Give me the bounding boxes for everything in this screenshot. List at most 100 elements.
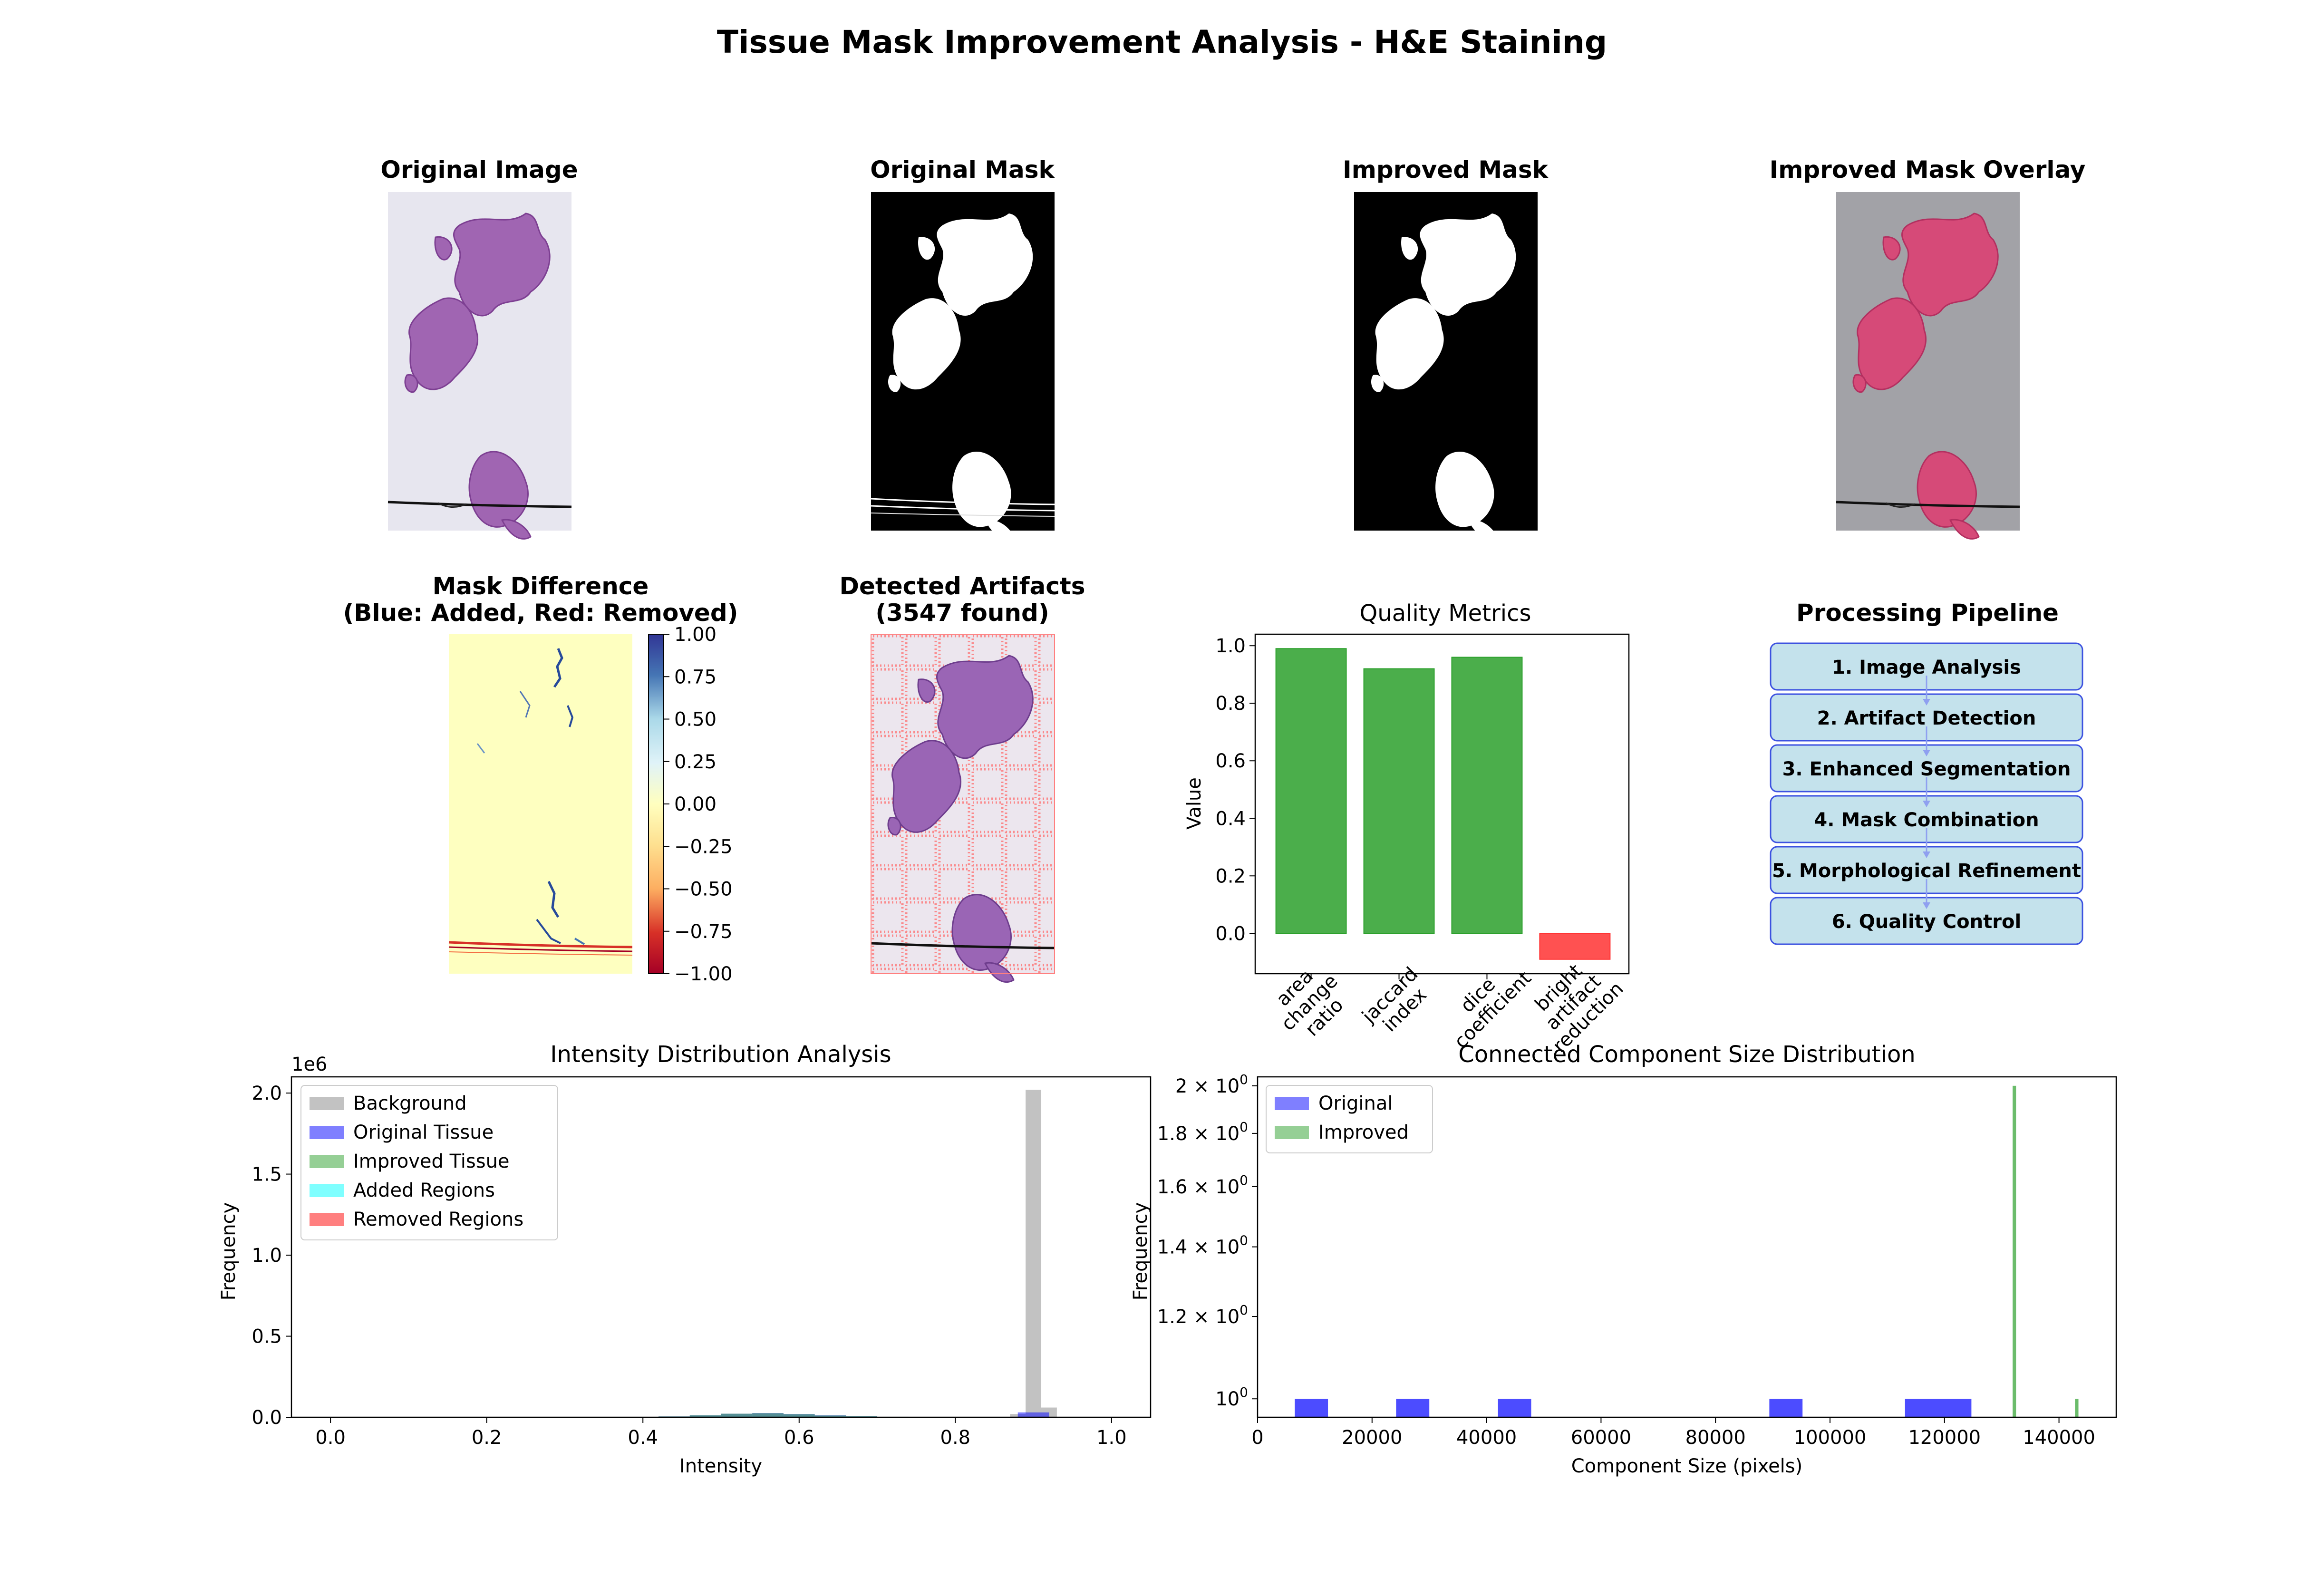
pipeline-step-label: 1. Image Analysis [1832, 657, 2021, 678]
intensity-xtick-label: 1.0 [1096, 1427, 1127, 1449]
original-mask-panel: Original Mask [870, 156, 1055, 539]
pipeline-arrow-head [1923, 801, 1930, 807]
component-xtick-label: 20000 [1342, 1427, 1402, 1449]
colorbar-ticks: 1.00 0.75 0.50 0.25 0.00 −0.25 −0.50 −0.75 −1.00 [664, 624, 733, 985]
component-hist-bar [1905, 1399, 1972, 1417]
original-image [387, 192, 572, 540]
original-image-title: Original Image [380, 156, 578, 184]
legend-swatch [310, 1155, 344, 1168]
quality-xtick-label: jaccardindex [1357, 963, 1437, 1043]
colorbar-tick-label: −0.25 [674, 836, 733, 858]
difference-panel: Mask Difference (Blue: Added, Red: Remov… [343, 572, 738, 985]
intensity-ytick-label: 0.5 [252, 1326, 282, 1348]
component-title: Connected Component Size Distribution [1458, 1041, 1915, 1068]
legend-label: Added Regions [353, 1180, 495, 1201]
pipeline-step-label: 5. Morphological Refinement [1772, 860, 2081, 882]
pipeline-step-label: 3. Enhanced Segmentation [1782, 758, 2071, 780]
intensity-title: Intensity Distribution Analysis [550, 1041, 891, 1068]
component-ylabel: Frequency [1130, 1202, 1152, 1301]
pipeline-arrow-head [1923, 902, 1930, 909]
quality-ytick-label: 0.4 [1215, 808, 1246, 830]
intensity-xtick-label: 0.4 [628, 1427, 658, 1449]
legend-swatch [1275, 1126, 1309, 1139]
intensity-multiplier: 1e6 [291, 1054, 328, 1075]
legend-box [300, 1085, 558, 1240]
quality-ytick-label: 0.6 [1215, 750, 1246, 772]
pipeline-panel: Processing Pipeline 1. Image Analysis 2. … [1770, 599, 2083, 945]
component-ytick-label: 2 × 100 [1175, 1072, 1248, 1097]
quality-xtick-label: dicecoefficient [1435, 952, 1536, 1053]
legend-swatch [310, 1184, 344, 1197]
pipeline-arrow-head [1923, 851, 1930, 858]
intensity-ytick-label: 0.0 [252, 1407, 282, 1429]
component-hist-bar [1396, 1399, 1430, 1417]
pipeline-title: Processing Pipeline [1796, 599, 2059, 627]
improved-mask-panel: Improved Mask [1343, 156, 1549, 539]
component-hist-bar [1769, 1399, 1803, 1417]
component-xtick-label: 120000 [1908, 1427, 1981, 1449]
intensity-hist-bar [1026, 1090, 1042, 1417]
original-mask-image [871, 192, 1055, 539]
quality-metrics-chart: Quality Metrics Value areachangeratio jac… [1183, 600, 1630, 1057]
intensity-xlabel: Intensity [679, 1455, 762, 1477]
quality-ytick-label: 0.8 [1215, 693, 1246, 715]
artifacts-image [871, 634, 1055, 983]
component-ytick-label: 1.8 × 100 [1157, 1119, 1248, 1145]
difference-title-line1: Mask Difference [433, 572, 649, 600]
component-ytick-label: 100 [1215, 1384, 1248, 1410]
artifacts-panel: Detected Artifacts (3547 found) [839, 572, 1085, 983]
component-hist-bar [1498, 1399, 1531, 1417]
legend-swatch [310, 1097, 344, 1110]
intensity-ytick-label: 1.0 [252, 1245, 282, 1267]
component-hist-bar [2013, 1085, 2016, 1417]
colorbar-tick-label: 1.00 [674, 624, 717, 646]
component-hist-bar [2075, 1399, 2079, 1417]
quality-xtick-label: areachangeratio [1262, 955, 1357, 1050]
component-xlabel: Component Size (pixels) [1571, 1455, 1802, 1477]
component-ytick-label: 1.6 × 100 [1157, 1172, 1248, 1198]
intensity-axes [290, 1076, 1152, 1418]
difference-colorbar [648, 634, 664, 974]
intensity-xtick-label: 0.8 [940, 1427, 971, 1449]
pipeline-step-label: 4. Mask Combination [1814, 809, 2039, 831]
colorbar-tick-label: −1.00 [674, 963, 733, 985]
component-ytick-label: 1.4 × 100 [1157, 1233, 1248, 1258]
quality-ytick-label: 0.0 [1215, 923, 1246, 945]
intensity-hist-bar [814, 1415, 846, 1417]
quality-metrics-title: Quality Metrics [1359, 600, 1531, 627]
pipeline-arrow-head [1923, 699, 1930, 706]
figure-title: Tissue Mask Improvement Analysis - H&E S… [717, 24, 1607, 60]
colorbar-tick-label: 0.00 [674, 793, 717, 815]
original-image-panel: Original Image [380, 156, 578, 540]
intensity-hist-bar [752, 1413, 784, 1417]
original-mask-title: Original Mask [870, 156, 1055, 184]
legend-label: Removed Regions [353, 1209, 523, 1230]
pipeline-step-label: 6. Quality Control [1832, 911, 2021, 933]
component-hist-bar [1295, 1399, 1328, 1417]
improved-mask-image [1354, 192, 1538, 539]
legend-label: Background [353, 1093, 467, 1114]
intensity-ylabel: Frequency [218, 1202, 240, 1301]
intensity-ytick-label: 1.5 [252, 1164, 282, 1186]
overlay-image [1836, 192, 2020, 540]
pipeline-step-label: 2. Artifact Detection [1817, 707, 2036, 729]
legend-label: Improved Tissue [353, 1151, 510, 1172]
quality-ytick-label: 0.2 [1215, 865, 1246, 887]
quality-metrics-axes [1254, 633, 1630, 975]
intensity-ytick-label: 2.0 [252, 1083, 282, 1104]
legend-label: Improved [1318, 1122, 1409, 1143]
legend-label: Original [1318, 1093, 1393, 1114]
component-ytick-label: 1.2 × 100 [1157, 1302, 1248, 1328]
component-xtick-label: 100000 [1794, 1427, 1867, 1449]
colorbar-tick-label: 0.25 [674, 751, 717, 773]
improved-mask-title: Improved Mask [1343, 156, 1549, 184]
quality-ytick-label: 1.0 [1215, 635, 1246, 657]
legend-swatch [310, 1213, 344, 1226]
intensity-xtick-label: 0.2 [472, 1427, 502, 1449]
component-axes [1257, 1076, 2117, 1418]
legend-swatch [310, 1126, 344, 1139]
component-xtick-label: 140000 [2023, 1427, 2095, 1449]
intensity-hist-bar [1017, 1412, 1049, 1417]
component-xtick-label: 40000 [1456, 1427, 1517, 1449]
intensity-distribution-chart: Intensity Distribution Analysis 1e6 Inte… [218, 1041, 1152, 1477]
